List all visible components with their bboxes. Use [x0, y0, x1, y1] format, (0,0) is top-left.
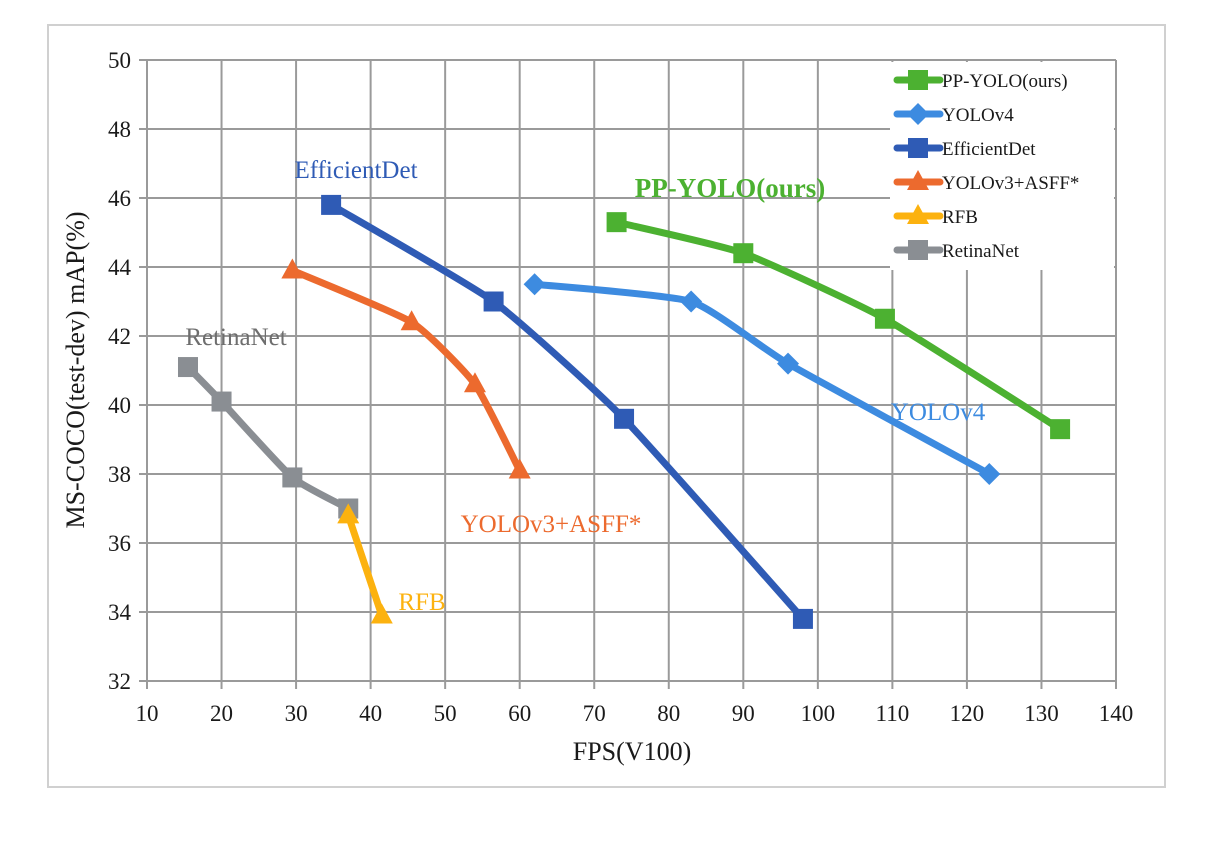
legend-marker: [908, 138, 928, 158]
x-tick-label: 110: [876, 701, 910, 726]
y-tick-labels: 32 34 36 38 40 42 44 46 48 50: [108, 48, 132, 694]
legend-label: EfficientDet: [942, 139, 1036, 160]
data-point-efficientdet: [321, 194, 342, 215]
x-tick-label: 80: [657, 701, 680, 726]
data-point-rfb: [337, 503, 360, 524]
legend-item-rfb: RFB: [893, 204, 978, 228]
x-tick-label: 130: [1024, 701, 1059, 726]
x-tick-label: 90: [732, 701, 755, 726]
legend-label: YOLOv4: [942, 105, 1014, 126]
data-point-retinanet: [282, 467, 303, 488]
data-point-yolov4: [680, 290, 703, 313]
data-point-efficientdet: [614, 408, 635, 429]
data-point-pp-yolo-ours: [733, 243, 754, 264]
legend-box: [890, 62, 1114, 270]
data-point-yolov3-asff: [508, 458, 531, 479]
x-tick-label: 120: [950, 701, 985, 726]
legend-item-retinanet: RetinaNet: [893, 240, 1020, 262]
annotation-yolov4: YOLOv4: [891, 399, 986, 426]
y-tick-label: 46: [108, 186, 131, 211]
x-tick-label: 70: [583, 701, 606, 726]
x-tick-label: 100: [801, 701, 836, 726]
data-point-pp-yolo-ours: [874, 308, 895, 329]
annotation-pp-yolo-ours: PP-YOLO(ours): [635, 173, 825, 203]
series-line-yolov4: [531, 280, 993, 478]
y-tick-label: 32: [108, 669, 131, 694]
series-line-rfb: [344, 511, 386, 619]
data-point-rfb: [370, 603, 393, 624]
x-tick-label: 60: [508, 701, 531, 726]
data-point-yolov4: [523, 273, 546, 296]
x-axis-label: FPS(V100): [573, 737, 691, 766]
annotation-rfb: RFB: [398, 589, 445, 616]
x-tick-labels: 10 20 30 40 50 60 70 80 90 100 110 120 130 140: [136, 701, 1134, 726]
x-tick-label: 10: [136, 701, 159, 726]
x-tick-label: 20: [210, 701, 233, 726]
x-tick-label: 40: [359, 701, 382, 726]
data-point-yolov4: [777, 352, 800, 375]
legend-marker: [907, 204, 929, 224]
x-tick-label: 30: [285, 701, 308, 726]
data-point-yolov3-asff: [281, 258, 304, 279]
legend-item-pp-yolo-ours: PP-YOLO(ours): [893, 70, 1068, 92]
data-point-efficientdet: [483, 291, 504, 312]
y-tick-label: 44: [108, 255, 132, 280]
legend-label: PP-YOLO(ours): [942, 71, 1068, 92]
legend-marker: [908, 70, 928, 90]
data-point-yolov3-asff: [463, 372, 486, 393]
x-tick-label: 50: [434, 701, 457, 726]
series-line-yolov3-asff: [288, 266, 524, 475]
y-axis-label: MS-COCO(test-dev) mAP(%): [61, 211, 90, 528]
data-point-pp-yolo-ours: [606, 212, 627, 233]
series-line-efficientdet: [327, 201, 807, 623]
data-point-pp-yolo-ours: [1050, 419, 1071, 440]
data-point-retinanet: [211, 391, 232, 412]
annotation-efficientdet: EfficientDet: [294, 157, 417, 184]
y-tick-label: 38: [108, 462, 131, 487]
legend-background: [890, 62, 1114, 270]
y-tick-label: 40: [108, 393, 131, 418]
legend-label: YOLOv3+ASFF*: [942, 173, 1079, 194]
legend: PP-YOLO(ours) YOLOv4 EfficientDet YOLOv3+AS…: [893, 70, 1079, 262]
legend-label: RFB: [942, 207, 978, 228]
legend-marker: [908, 240, 928, 260]
data-point-yolov3-asff: [400, 310, 423, 331]
y-tick-label: 50: [108, 48, 131, 73]
legend-marker: [907, 170, 929, 190]
y-tick-label: 36: [108, 531, 131, 556]
legend-marker: [907, 103, 929, 125]
series-markers: [177, 194, 1071, 629]
y-tick-label: 34: [108, 600, 132, 625]
series-line-retinanet: [184, 363, 352, 512]
legend-item-yolov3-asff: YOLOv3+ASFF*: [893, 170, 1079, 194]
y-tick-label: 42: [108, 324, 131, 349]
legend-item-efficientdet: EfficientDet: [893, 138, 1036, 160]
annotation-retinanet: RetinaNet: [185, 324, 286, 351]
data-point-retinanet: [177, 357, 198, 378]
data-point-yolov4: [978, 463, 1001, 485]
grid: [139, 59, 1117, 689]
x-tick-label: 140: [1099, 701, 1134, 726]
annotation-yolov3-asff: YOLOv3+ASFF*: [461, 511, 642, 538]
data-point-efficientdet: [792, 608, 813, 629]
legend-item-yolov4: YOLOv4: [893, 103, 1014, 126]
y-tick-label: 48: [108, 117, 131, 142]
series-annotations: PP-YOLO(ours) YOLOv4 EfficientDet YOLOv3+AS…: [185, 157, 985, 616]
legend-label: RetinaNet: [942, 241, 1020, 262]
series-line-pp-yolo-ours: [613, 218, 1064, 433]
series-lines: [184, 201, 1064, 623]
